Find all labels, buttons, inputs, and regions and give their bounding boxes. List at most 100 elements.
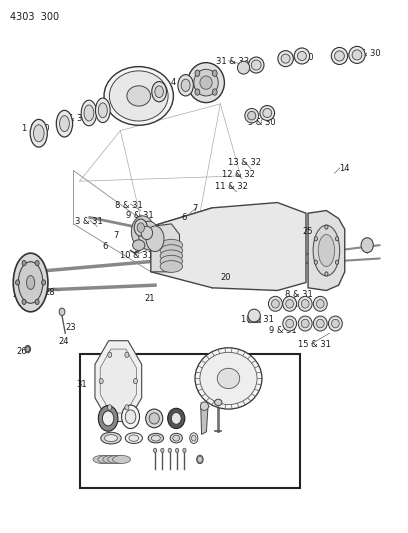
Ellipse shape	[352, 50, 362, 60]
Ellipse shape	[93, 455, 111, 463]
Ellipse shape	[108, 455, 126, 463]
Ellipse shape	[134, 219, 147, 236]
Polygon shape	[151, 224, 180, 272]
Ellipse shape	[101, 432, 121, 444]
Circle shape	[26, 346, 30, 352]
Ellipse shape	[151, 435, 160, 441]
Ellipse shape	[133, 240, 145, 251]
Ellipse shape	[215, 399, 222, 406]
Ellipse shape	[361, 238, 373, 253]
Ellipse shape	[200, 352, 257, 405]
Ellipse shape	[200, 402, 208, 410]
Text: 4303  300: 4303 300	[10, 12, 59, 22]
Ellipse shape	[27, 271, 38, 292]
Text: 1 & 30: 1 & 30	[22, 125, 50, 133]
Ellipse shape	[245, 109, 259, 123]
Polygon shape	[151, 203, 306, 290]
Ellipse shape	[129, 435, 139, 441]
Ellipse shape	[168, 448, 171, 453]
Ellipse shape	[98, 455, 116, 463]
Ellipse shape	[160, 245, 182, 256]
Ellipse shape	[155, 86, 163, 98]
Ellipse shape	[102, 411, 114, 426]
Ellipse shape	[33, 125, 44, 142]
Ellipse shape	[283, 296, 297, 311]
Ellipse shape	[109, 71, 168, 121]
Ellipse shape	[84, 105, 94, 121]
Text: 4 & 30: 4 & 30	[171, 78, 198, 87]
Ellipse shape	[59, 308, 65, 316]
Ellipse shape	[168, 408, 185, 429]
Circle shape	[212, 89, 217, 95]
Text: 24: 24	[58, 337, 69, 345]
Text: 8 & 31: 8 & 31	[285, 290, 313, 299]
Text: 27: 27	[12, 290, 23, 298]
Ellipse shape	[248, 57, 264, 73]
Ellipse shape	[328, 316, 342, 331]
Ellipse shape	[251, 60, 261, 70]
Text: 9 & 31: 9 & 31	[269, 326, 297, 335]
Ellipse shape	[30, 119, 47, 147]
Circle shape	[16, 280, 20, 285]
Ellipse shape	[263, 108, 272, 118]
Ellipse shape	[160, 255, 182, 267]
Text: 12 & 32: 12 & 32	[222, 171, 255, 179]
Ellipse shape	[313, 225, 340, 276]
Ellipse shape	[161, 448, 164, 453]
Ellipse shape	[148, 433, 164, 443]
Ellipse shape	[153, 448, 157, 453]
Ellipse shape	[302, 319, 309, 328]
Circle shape	[35, 261, 39, 266]
Ellipse shape	[146, 409, 163, 427]
Circle shape	[125, 405, 129, 410]
Text: 3 & 31: 3 & 31	[135, 89, 162, 98]
Text: 15 & 31: 15 & 31	[298, 341, 331, 349]
Text: 8 & 31: 8 & 31	[115, 201, 143, 209]
Circle shape	[197, 456, 202, 463]
Text: 3 & 31: 3 & 31	[75, 217, 103, 225]
Ellipse shape	[175, 448, 179, 453]
Ellipse shape	[313, 296, 327, 311]
Ellipse shape	[294, 48, 310, 64]
Circle shape	[212, 70, 217, 76]
Circle shape	[325, 272, 328, 276]
Text: 5 & 30: 5 & 30	[97, 101, 125, 109]
Text: 9 & 31: 9 & 31	[126, 211, 153, 220]
Text: 2 & 30: 2 & 30	[286, 53, 313, 61]
Ellipse shape	[268, 296, 282, 311]
Ellipse shape	[192, 435, 196, 441]
Ellipse shape	[160, 250, 182, 262]
Ellipse shape	[195, 348, 262, 409]
Circle shape	[314, 237, 317, 241]
Text: 5 & 30: 5 & 30	[248, 118, 276, 127]
Text: 10 & 31: 10 & 31	[120, 252, 153, 260]
Ellipse shape	[104, 67, 173, 125]
Ellipse shape	[113, 455, 131, 463]
Ellipse shape	[104, 435, 118, 441]
Circle shape	[195, 89, 200, 95]
Ellipse shape	[131, 216, 154, 248]
Text: 28: 28	[44, 288, 55, 296]
Text: 6: 6	[103, 242, 108, 251]
Ellipse shape	[122, 405, 140, 429]
Ellipse shape	[13, 253, 48, 312]
Ellipse shape	[248, 111, 256, 120]
Ellipse shape	[170, 433, 182, 443]
Circle shape	[108, 405, 112, 410]
Ellipse shape	[335, 51, 344, 61]
Text: 7: 7	[193, 205, 198, 213]
Ellipse shape	[194, 69, 218, 96]
Text: 25: 25	[302, 228, 313, 236]
Ellipse shape	[27, 276, 35, 289]
Circle shape	[335, 237, 339, 241]
Polygon shape	[201, 405, 208, 434]
Ellipse shape	[318, 235, 335, 266]
Ellipse shape	[25, 345, 31, 353]
Circle shape	[335, 260, 339, 264]
Ellipse shape	[349, 46, 365, 63]
Ellipse shape	[286, 300, 293, 308]
Circle shape	[42, 280, 46, 285]
Circle shape	[108, 352, 112, 358]
Ellipse shape	[297, 51, 306, 60]
Text: 11 & 32: 11 & 32	[215, 182, 248, 191]
